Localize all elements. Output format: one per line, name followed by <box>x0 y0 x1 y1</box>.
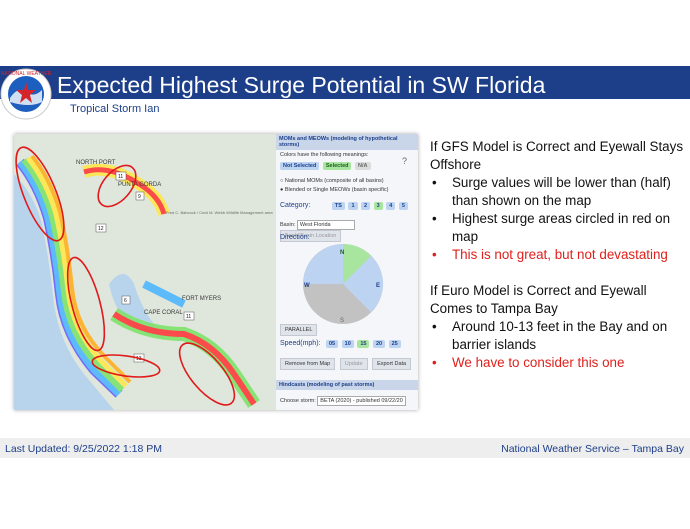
direction-e: E <box>376 283 380 289</box>
surge-circle-north <box>15 146 65 242</box>
category-5[interactable]: 5 <box>398 202 408 210</box>
surge-circle-sanibel <box>66 256 106 352</box>
surge-map: NORTH PORT PUNTA GORDA FORT MYERS CAPE C… <box>14 134 276 410</box>
surge-circle-estero <box>178 342 236 406</box>
basin-row: Basin: West Florida Apply Basin Location <box>280 220 418 242</box>
speed-10[interactable]: 10 <box>341 340 354 348</box>
speed-selector: Speed(mph): 05 10 15 20 25 <box>280 340 403 348</box>
direction-w: W <box>304 283 310 289</box>
help-icon[interactable]: ? <box>402 156 408 166</box>
option-blended-meows[interactable]: ● Blended or Single MEOWs (basin specifi… <box>280 187 389 193</box>
map-marker: 9 <box>138 194 141 200</box>
export-data-button[interactable]: Export Data <box>372 358 412 370</box>
category-3[interactable]: 3 <box>373 202 383 210</box>
hindcasts-title: Hindcasts (modeling of past storms) <box>276 380 418 390</box>
legend-selected: Selected <box>322 162 352 170</box>
nws-logo-icon: NATIONAL WEATHER <box>0 68 52 120</box>
gfs-bullet-highlight: This is not great, but not devastating <box>430 246 688 264</box>
category-ts[interactable]: TS <box>331 202 345 210</box>
map-label-wildlife-area: Fred C. Babcock / Cecil M. Webb Wildlife… <box>166 210 273 215</box>
action-buttons: Remove from Map Update Export Data <box>280 358 414 370</box>
direction-n: N <box>340 250 344 256</box>
category-4[interactable]: 4 <box>386 202 396 210</box>
apply-basin-button[interactable]: Apply Basin Location <box>280 230 342 242</box>
euro-bullet-highlight: We have to consider this one <box>430 354 688 372</box>
last-updated: Last Updated: 9/25/2022 1:18 PM <box>5 443 163 455</box>
svg-text:NATIONAL WEATHER: NATIONAL WEATHER <box>1 71 52 77</box>
category-label: Category: <box>280 202 311 209</box>
map-label-cape-coral: CAPE CORAL <box>144 310 183 316</box>
legend-not-selected: Not Selected <box>280 162 320 170</box>
direction-wheel[interactable]: N E S W <box>298 242 388 326</box>
speed-20[interactable]: 20 <box>372 340 386 348</box>
gfs-heading: If GFS Model is Correct and Eyewall Stay… <box>430 139 684 172</box>
map-label-punta-gorda: PUNTA GORDA <box>118 182 161 188</box>
surge-circle-pine-island <box>91 354 161 378</box>
parallel-button[interactable]: PARALLEL <box>280 324 320 336</box>
euro-heading: If Euro Model is Correct and Eyewall Com… <box>430 283 647 316</box>
category-selector: Category: TS 1 2 3 4 5 <box>280 202 410 210</box>
footer-bar <box>0 438 690 458</box>
direction-label: Direction: <box>280 234 310 241</box>
category-1[interactable]: 1 <box>348 202 358 210</box>
legend: Not Selected Selected N/A ? <box>280 156 407 170</box>
map-label-fort-myers: FORT MYERS <box>182 296 221 302</box>
scenario-notes: If GFS Model is Correct and Eyewall Stay… <box>430 138 688 372</box>
map-marker: 11 <box>118 174 123 180</box>
storm-row: Choose storm: BETA (2020) - published 09… <box>280 396 406 406</box>
basin-label: Basin: <box>280 222 296 228</box>
legend-na: N/A <box>355 162 371 170</box>
basin-select[interactable]: West Florida <box>296 220 355 230</box>
panel-title: MOMs and MEOWs (modeling of hypothetical… <box>276 134 418 150</box>
speed-15[interactable]: 15 <box>357 340 370 348</box>
speed-25[interactable]: 25 <box>388 340 401 348</box>
moms-meows-panel: MOMs and MEOWs (modeling of hypothetical… <box>276 134 418 410</box>
gfs-bullet: Highest surge areas circled in red on ma… <box>430 210 688 246</box>
storm-label: Choose storm: <box>280 398 316 404</box>
euro-bullet: Around 10-13 feet in the Bay and on barr… <box>430 318 688 354</box>
speed-label: Speed(mph): <box>280 340 321 347</box>
category-2[interactable]: 2 <box>361 202 371 210</box>
office-name: National Weather Service – Tampa Bay <box>501 443 684 455</box>
map-label-north-port: NORTH PORT <box>76 160 116 166</box>
option-national-moms[interactable]: ○ National MOMs (composite of all basins… <box>280 178 384 184</box>
page-title: Expected Highest Surge Potential in SW F… <box>57 72 546 98</box>
surge-map-screenshot: NORTH PORT PUNTA GORDA FORT MYERS CAPE C… <box>14 134 418 410</box>
map-marker: 6 <box>124 298 127 304</box>
map-marker: 11 <box>186 314 191 320</box>
legend-prompt: Colors have the following meanings: <box>280 152 369 158</box>
speed-05[interactable]: 05 <box>326 340 339 348</box>
gfs-bullet: Surge values will be lower than (half) t… <box>430 174 688 210</box>
storm-select[interactable]: BETA (2020) - published 09/22/20 <box>317 396 406 406</box>
update-button[interactable]: Update <box>339 358 368 370</box>
remove-from-map-button[interactable]: Remove from Map <box>280 358 336 370</box>
surge-circle-punta-gorda <box>97 164 137 208</box>
header-bar <box>0 66 690 99</box>
map-marker: 12 <box>98 226 104 232</box>
page-subtitle: Tropical Storm Ian <box>70 103 160 115</box>
direction-s: S <box>340 318 344 324</box>
